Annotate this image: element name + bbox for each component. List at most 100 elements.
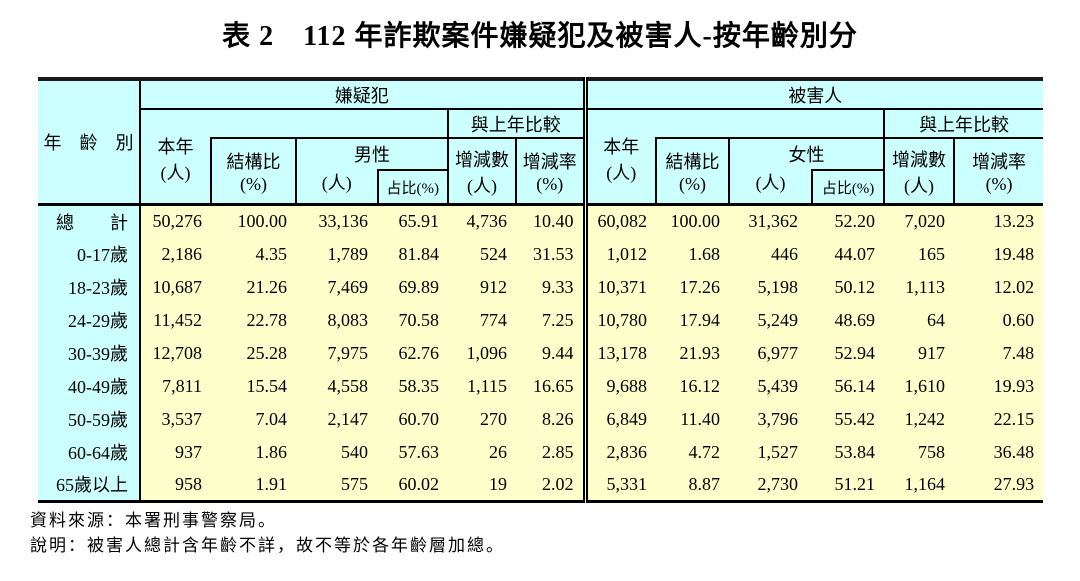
suspect-value-cell: 4,558 — [296, 369, 377, 403]
share-label: 結構比 — [226, 152, 281, 172]
suspects-share-header: 結構比 (%) — [210, 138, 296, 206]
suspects-compare-header: 與上年比較 — [446, 109, 586, 139]
victim-value-cell: 48.69 — [807, 303, 885, 337]
header-spacer — [211, 109, 448, 139]
victim-value-cell: 7.48 — [954, 336, 1044, 370]
victims-share-header: 結構比 (%) — [655, 138, 730, 206]
gender-unit: (人) — [321, 173, 352, 193]
victim-value-cell: 8.87 — [656, 468, 730, 502]
diff-unit: (人) — [467, 175, 497, 196]
age-cell: 24-29歲 — [38, 303, 141, 337]
victim-value-cell: 16.12 — [656, 369, 730, 403]
age-cell: 40-49歲 — [38, 369, 141, 403]
victim-value-cell: 1,012 — [582, 237, 657, 271]
suspect-value-cell: 10.40 — [516, 204, 586, 238]
suspect-value-cell: 69.89 — [377, 270, 448, 304]
victim-value-cell: 60,082 — [582, 204, 657, 238]
suspect-value-cell: 33,136 — [296, 204, 377, 238]
victims-gender-header: 女性 (人) 占比(%) — [728, 138, 885, 206]
suspect-value-cell: 937 — [140, 435, 211, 469]
victim-value-cell: 2,836 — [582, 435, 657, 469]
victim-value-cell: 1,242 — [884, 402, 955, 436]
victim-value-cell: 52.94 — [807, 336, 885, 370]
suspect-value-cell: 16.65 — [516, 369, 586, 403]
victim-value-cell: 36.48 — [954, 435, 1044, 469]
victim-value-cell: 5,198 — [729, 270, 808, 304]
victim-value-cell: 17.26 — [656, 270, 730, 304]
suspect-value-cell: 10,687 — [140, 270, 211, 304]
gender-share-label: 占比(%) — [376, 169, 447, 203]
victim-value-cell: 1,610 — [884, 369, 955, 403]
table-row: 40-49歲 7,811 15.54 4,558 58.35 1,115 16.65 9,68… — [38, 369, 1044, 403]
age-cell: 0-17歲 — [38, 237, 141, 271]
suspect-value-cell: 65.91 — [377, 204, 448, 238]
suspect-value-cell: 70.58 — [377, 303, 448, 337]
victim-value-cell: 1,113 — [884, 270, 955, 304]
victims-rate-header: 增減率 (%) — [953, 138, 1044, 206]
suspect-value-cell: 1,789 — [296, 237, 377, 271]
header-spacer — [656, 109, 885, 139]
victim-value-cell: 56.14 — [807, 369, 885, 403]
suspect-value-cell: 60.02 — [377, 468, 448, 502]
suspect-value-cell: 7,469 — [296, 270, 377, 304]
suspect-value-cell: 21.26 — [211, 270, 296, 304]
suspect-value-cell: 58.35 — [377, 369, 448, 403]
table-row: 60-64歲 937 1.86 540 57.63 26 2.85 2,836 4.72 1,52… — [38, 435, 1044, 469]
victim-value-cell: 55.42 — [807, 402, 885, 436]
header-row-sections: 年 齡 別 嫌疑犯 被害人 — [38, 79, 1044, 206]
suspect-value-cell: 1,096 — [448, 336, 516, 370]
header-row-columns: 結構比 (%) 男性 (人) 占比(%) 增減數 (人) — [38, 138, 1044, 206]
suspect-value-cell: 540 — [296, 435, 377, 469]
gender-share-label: 占比(%) — [811, 169, 884, 203]
suspect-value-cell: 9.44 — [516, 336, 586, 370]
victim-value-cell: 100.00 — [656, 204, 730, 238]
suspect-value-cell: 15.54 — [211, 369, 296, 403]
victim-value-cell: 13,178 — [582, 336, 657, 370]
victim-value-cell: 9,688 — [582, 369, 657, 403]
current-year-unit: (人) — [160, 162, 191, 183]
victim-value-cell: 3,796 — [729, 402, 808, 436]
rate-label: 增減率 — [522, 152, 577, 172]
suspects-gender-header: 男性 (人) 占比(%) — [295, 138, 448, 206]
source-note: 資料來源：本署刑事警察局。 — [30, 511, 277, 530]
share-unit: (%) — [679, 174, 707, 194]
suspect-value-cell: 57.63 — [377, 435, 448, 469]
suspect-value-cell: 50,276 — [140, 204, 211, 238]
suspect-value-cell: 22.78 — [211, 303, 296, 337]
explanation-note: 說明：被害人總計含年齡不詳，故不等於各年齡層加總。 — [30, 536, 505, 555]
victim-value-cell: 51.21 — [807, 468, 885, 502]
victim-value-cell: 7,020 — [884, 204, 955, 238]
gender-label: 男性 — [354, 145, 390, 165]
victim-value-cell: 21.93 — [656, 336, 730, 370]
footnotes: 資料來源：本署刑事警察局。 說明：被害人總計含年齡不詳，故不等於各年齡層加總。 — [30, 508, 1080, 558]
age-column-header: 年 齡 別 — [38, 79, 141, 206]
suspect-value-cell: 31.53 — [516, 237, 586, 271]
gender-unit: (人) — [755, 173, 786, 193]
current-year-unit: (人) — [606, 162, 637, 183]
suspects-current-year-header: 本年 (人) — [140, 109, 211, 206]
age-cell: 60-64歲 — [38, 435, 141, 469]
suspect-value-cell: 25.28 — [211, 336, 296, 370]
diff-label: 增減數 — [892, 149, 947, 170]
statistics-table: 年 齡 別 嫌疑犯 被害人 本年 (人) 與上年比較 本年 (人) 與上年比較 — [38, 77, 1044, 503]
suspect-value-cell: 8,083 — [296, 303, 377, 337]
age-cell: 30-39歲 — [38, 336, 141, 370]
victim-value-cell: 446 — [729, 237, 808, 271]
victims-current-year-header: 本年 (人) — [582, 109, 657, 206]
current-year-label: 本年 — [603, 136, 640, 157]
suspect-value-cell: 7,975 — [296, 336, 377, 370]
table-row: 50-59歲 3,537 7.04 2,147 60.70 270 8.26 6,849 11.… — [38, 402, 1044, 436]
suspect-value-cell: 524 — [448, 237, 516, 271]
victims-compare-header: 與上年比較 — [883, 109, 1044, 139]
suspect-value-cell: 9.33 — [516, 270, 586, 304]
victim-value-cell: 10,371 — [582, 270, 657, 304]
victim-value-cell: 4.72 — [656, 435, 730, 469]
victim-value-cell: 6,977 — [729, 336, 808, 370]
victim-value-cell: 2,730 — [729, 468, 808, 502]
suspect-value-cell: 958 — [140, 468, 211, 502]
suspect-value-cell: 1.86 — [211, 435, 296, 469]
section-header-victims: 被害人 — [582, 79, 1044, 110]
table-row: 總 計 50,276 100.00 33,136 65.91 4,736 10.40 60,0… — [38, 204, 1044, 238]
suspect-value-cell: 3,537 — [140, 402, 211, 436]
suspect-value-cell: 1,115 — [448, 369, 516, 403]
